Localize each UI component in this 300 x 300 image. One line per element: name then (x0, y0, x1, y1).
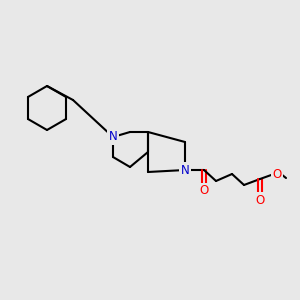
Text: O: O (200, 184, 208, 197)
Text: N: N (109, 130, 117, 143)
Text: O: O (255, 194, 265, 206)
Text: O: O (272, 167, 282, 181)
Text: N: N (181, 164, 189, 176)
